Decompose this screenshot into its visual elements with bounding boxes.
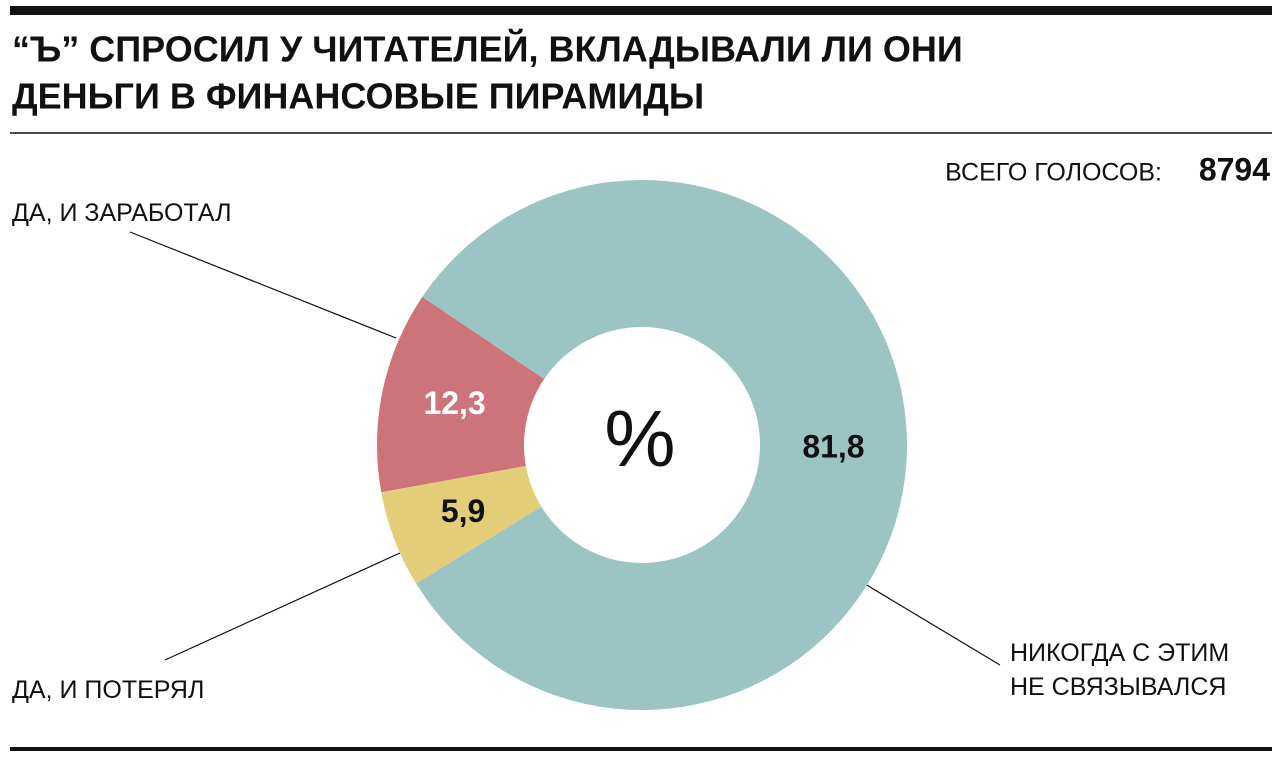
chart-title: ДЕНЬГИ В ФИНАНСОВЫЕ ПИРАМИДЫ [12, 76, 704, 117]
donut-slice [377, 296, 545, 493]
value-label: 5,9 [441, 493, 485, 529]
bottom-rule [10, 747, 1272, 751]
donut-slice [381, 466, 542, 584]
category-label: НИКОГДА С ЭТИМ НЕ СВЯЗЫВАЛСЯ [1010, 639, 1230, 701]
value-label: 81,8 [802, 429, 864, 465]
category-label: ДА, И ЗАРАБОТАЛ [12, 199, 232, 227]
total-value: 8794 [1199, 151, 1270, 187]
total-label: ВСЕГО ГОЛОСОВ: [945, 159, 1162, 187]
center-label: % [604, 394, 675, 483]
chart-title: “Ъ” СПРОСИЛ У ЧИТАТЕЛЕЙ, ВКЛАДЫВАЛИ ЛИ О… [12, 28, 963, 70]
donut-slice [416, 179, 907, 710]
leader-line [129, 231, 397, 339]
category-label: ДА, И ПОТЕРЯЛ [12, 676, 205, 704]
value-label: 12,3 [423, 385, 485, 421]
leader-line [164, 552, 401, 661]
top-rule [10, 6, 1272, 15]
leader-line [864, 583, 1001, 666]
